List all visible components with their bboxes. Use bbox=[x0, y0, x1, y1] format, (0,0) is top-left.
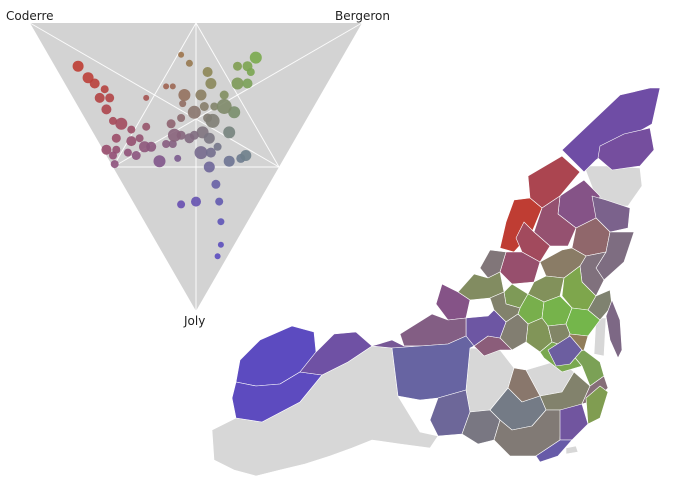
ternary-point bbox=[146, 141, 157, 152]
vertex-label-coderre: Coderre bbox=[6, 9, 54, 23]
ternary-point bbox=[203, 132, 215, 144]
ternary-point bbox=[187, 105, 201, 119]
ternary-point bbox=[199, 102, 209, 111]
ternary-point bbox=[131, 151, 141, 160]
ternary-point bbox=[111, 133, 121, 143]
district bbox=[493, 409, 563, 457]
montreal-map bbox=[211, 87, 661, 477]
ternary-point bbox=[169, 83, 176, 90]
ternary-point bbox=[213, 142, 222, 151]
ternary-point bbox=[168, 140, 177, 148]
ternary-point bbox=[211, 179, 221, 189]
ternary-point bbox=[178, 89, 191, 101]
ternary-point bbox=[109, 151, 117, 160]
district-nodata-island bbox=[565, 445, 579, 455]
ternary-point bbox=[123, 148, 132, 157]
ternary-point bbox=[202, 67, 213, 77]
district bbox=[231, 371, 323, 423]
ternary-point bbox=[101, 144, 112, 155]
ternary-point bbox=[210, 102, 219, 111]
ternary-point bbox=[162, 140, 171, 148]
map-districts bbox=[231, 87, 661, 463]
district bbox=[597, 127, 655, 171]
district bbox=[561, 87, 661, 173]
district bbox=[587, 289, 613, 321]
ternary-plot: Coderre Bergeron Joly bbox=[6, 9, 390, 328]
ternary-point bbox=[101, 104, 112, 115]
ternary-point bbox=[115, 117, 128, 130]
district bbox=[585, 385, 609, 425]
ternary-point bbox=[195, 89, 207, 101]
ternary-point bbox=[127, 125, 136, 134]
ternary-point bbox=[205, 147, 216, 158]
ternary-point bbox=[166, 119, 176, 129]
ternary-point bbox=[184, 133, 195, 144]
ternary-point bbox=[228, 106, 241, 119]
ternary-point bbox=[223, 126, 236, 139]
district bbox=[391, 335, 475, 401]
ternary-point bbox=[191, 196, 201, 207]
ternary-point bbox=[142, 122, 151, 131]
ternary-point bbox=[72, 60, 84, 72]
ternary-point bbox=[135, 134, 144, 143]
district bbox=[371, 339, 421, 349]
district bbox=[559, 403, 589, 441]
ternary-point bbox=[216, 99, 232, 114]
ternary-point bbox=[214, 253, 221, 260]
ternary-point bbox=[219, 90, 229, 100]
ternary-point bbox=[178, 51, 185, 58]
ternary-point bbox=[179, 100, 187, 108]
district bbox=[535, 439, 573, 463]
vertex-label-bergeron: Bergeron bbox=[335, 9, 390, 23]
ternary-point bbox=[249, 51, 262, 64]
ternary-point bbox=[242, 78, 253, 89]
ternary-point bbox=[205, 113, 220, 128]
ternary-point bbox=[143, 94, 150, 101]
ternary-point bbox=[217, 241, 224, 248]
ternary-point bbox=[215, 197, 224, 206]
ternary-point bbox=[185, 59, 193, 67]
ternary-point bbox=[177, 200, 186, 209]
ternary-point bbox=[126, 136, 137, 147]
ternary-point bbox=[105, 93, 115, 103]
ternary-point bbox=[109, 116, 117, 125]
ternary-point bbox=[110, 160, 119, 169]
ternary-point bbox=[153, 155, 166, 168]
ternary-point bbox=[167, 128, 181, 142]
ternary-point bbox=[217, 218, 225, 226]
district-nodata-port bbox=[593, 317, 607, 357]
ternary-points bbox=[72, 51, 262, 260]
ternary-point bbox=[174, 154, 182, 162]
ternary-point bbox=[231, 77, 244, 90]
ternary-point bbox=[100, 85, 109, 94]
ternary-point bbox=[203, 161, 215, 173]
district bbox=[605, 299, 623, 359]
vertex-label-joly: Joly bbox=[183, 314, 205, 328]
ternary-point bbox=[112, 145, 121, 154]
district bbox=[299, 331, 373, 376]
ternary-point bbox=[233, 61, 242, 71]
ternary-point bbox=[94, 92, 105, 103]
ternary-gridlines bbox=[29, 22, 363, 311]
ternary-point bbox=[89, 78, 100, 89]
ternary-point bbox=[177, 114, 186, 122]
ternary-point bbox=[163, 83, 170, 90]
ternary-point bbox=[240, 150, 252, 161]
ternary-point bbox=[223, 155, 235, 167]
ternary-point bbox=[246, 68, 255, 76]
ternary-point bbox=[205, 78, 217, 89]
ternary-point bbox=[194, 146, 208, 160]
district bbox=[547, 335, 583, 367]
